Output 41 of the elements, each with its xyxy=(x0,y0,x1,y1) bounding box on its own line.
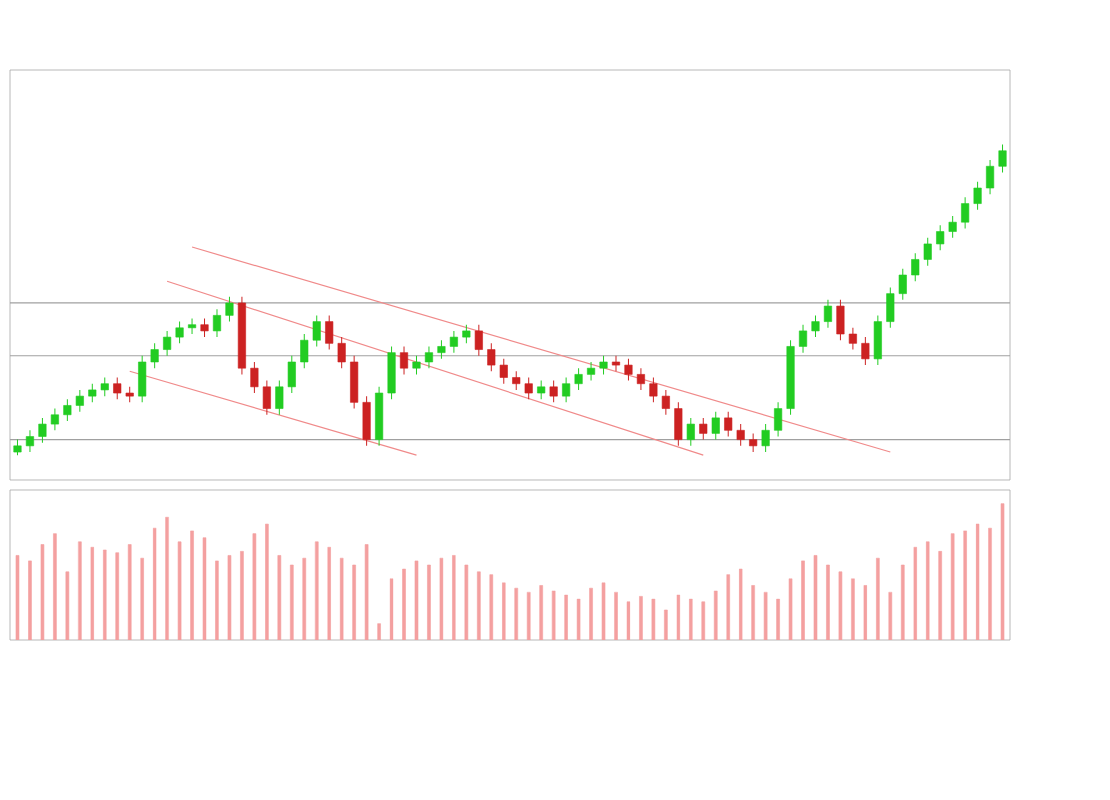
candlestick xyxy=(611,355,621,372)
candlestick xyxy=(163,330,172,357)
candlestick xyxy=(412,355,421,375)
candlestick xyxy=(474,324,483,357)
candlestick xyxy=(798,324,808,354)
candlestick xyxy=(823,299,832,329)
candlestick xyxy=(636,367,645,391)
candlestick xyxy=(998,144,1007,173)
candlestick xyxy=(599,355,608,375)
candlestick xyxy=(624,358,633,382)
candlestick xyxy=(848,327,857,351)
candlestick xyxy=(200,317,209,338)
candlestick xyxy=(437,339,446,360)
candlestick xyxy=(861,336,870,366)
candlestick xyxy=(25,429,34,453)
candlestick xyxy=(699,417,708,441)
candlestick xyxy=(225,296,234,323)
candlestick xyxy=(387,345,396,400)
candlestick xyxy=(375,386,384,447)
candlestick xyxy=(549,380,558,403)
candlestick xyxy=(175,321,184,344)
candlestick xyxy=(38,417,47,444)
candlestick xyxy=(986,159,995,195)
candlestick xyxy=(836,299,845,341)
candlestick xyxy=(749,432,758,453)
candlestick xyxy=(587,361,596,382)
candlestick xyxy=(686,417,695,447)
candlestick xyxy=(212,308,222,338)
candlestick xyxy=(811,314,820,338)
candlestick xyxy=(674,401,683,447)
candlestick xyxy=(50,408,59,431)
candlestick xyxy=(188,317,197,335)
candlestick xyxy=(774,401,783,438)
candlestick xyxy=(873,314,882,366)
candlestick xyxy=(449,330,458,354)
candlestick xyxy=(424,345,433,369)
candlestick xyxy=(761,423,770,453)
candlestick xyxy=(711,411,720,441)
candlestick xyxy=(462,324,471,344)
candlestick xyxy=(537,380,546,400)
candlestick xyxy=(399,345,409,375)
